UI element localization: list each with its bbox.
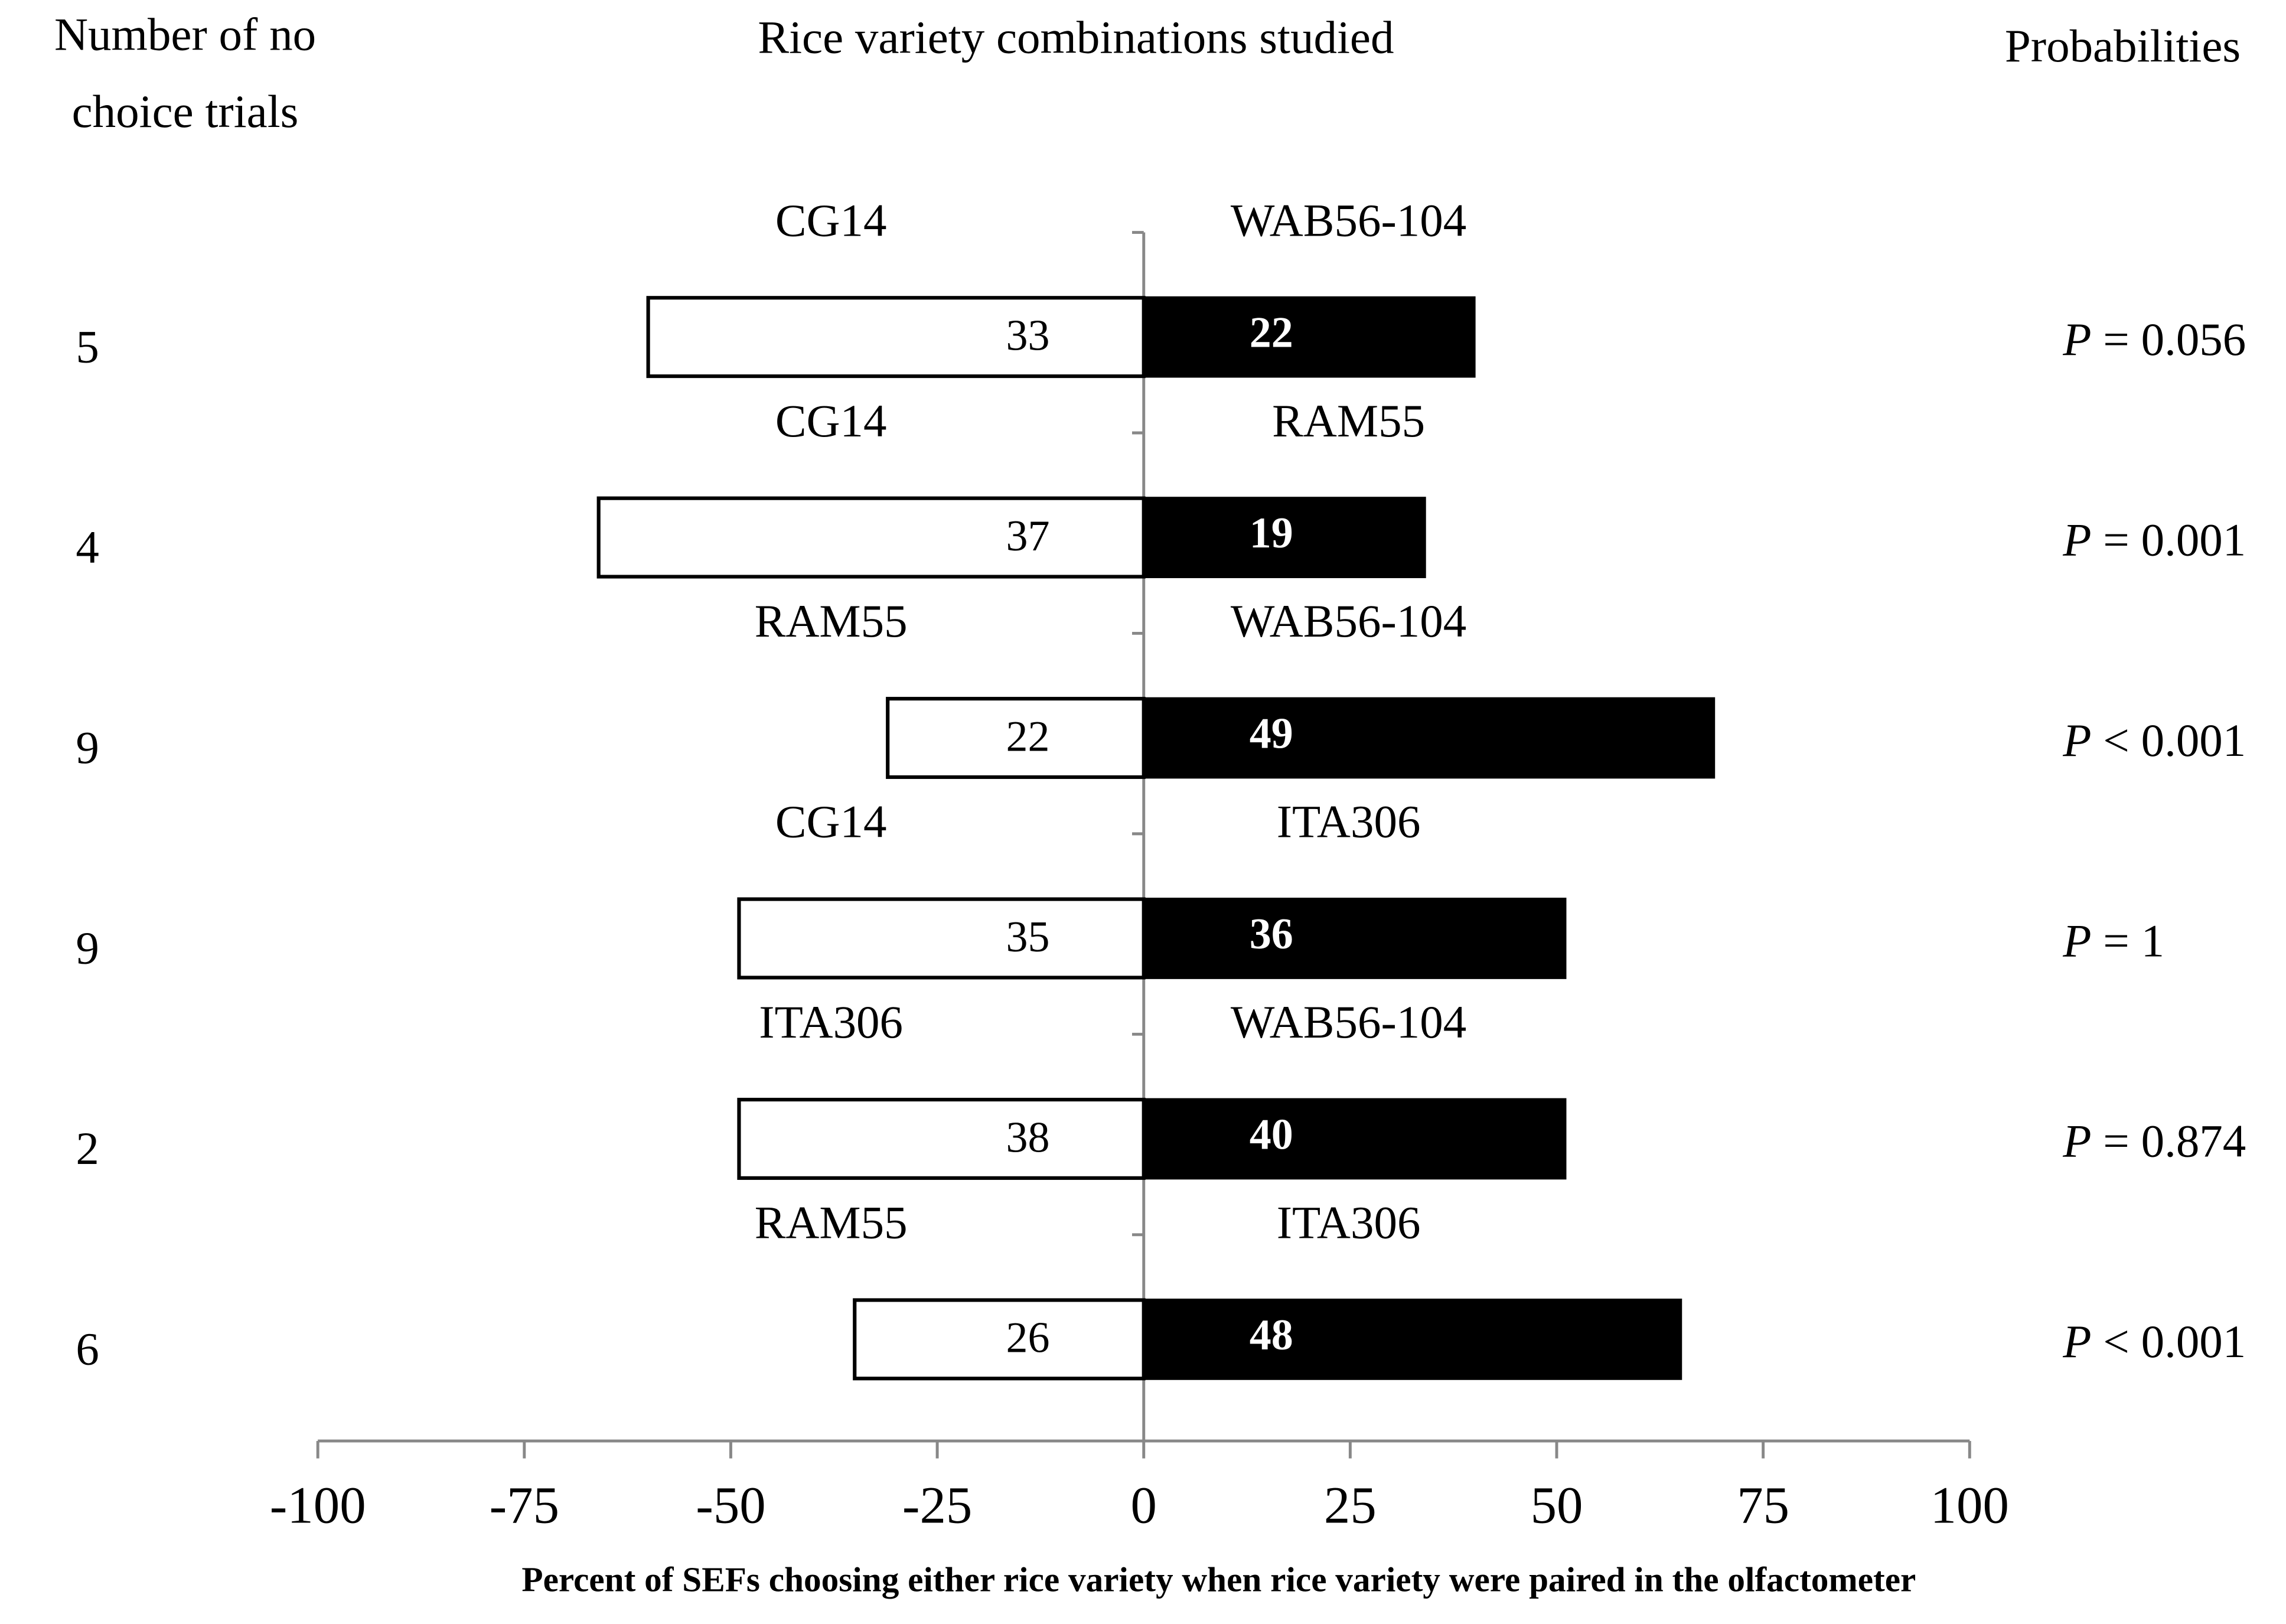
count-label: 37 <box>1006 511 1049 560</box>
x-tick-label: 0 <box>1131 1477 1157 1535</box>
variety-label: RAM55 <box>755 1198 908 1249</box>
x-tick-label: -100 <box>270 1477 366 1535</box>
p-symbol: P <box>2062 1116 2091 1168</box>
p-value: = 0.874 <box>2103 1116 2246 1168</box>
p-value: = 0.056 <box>2103 314 2246 366</box>
count-label: 48 <box>1250 1310 1293 1359</box>
p-symbol: P <box>2062 314 2091 366</box>
bar-right <box>1142 1098 1567 1180</box>
variety-label: ITA306 <box>1277 1198 1421 1249</box>
variety-label: CG14 <box>775 797 887 848</box>
left-header: choice trials <box>72 86 299 138</box>
probability: P < 0.001 <box>2062 1316 2246 1368</box>
left-header: Number of no <box>54 9 316 61</box>
x-axis-label: Percent of SEFs choosing either rice var… <box>521 1560 1916 1599</box>
bar-right <box>1142 296 1476 378</box>
variety-label: ITA306 <box>759 997 903 1048</box>
trials: 5 <box>76 321 99 373</box>
trials: 4 <box>76 522 99 573</box>
bar-right <box>1142 1299 1682 1380</box>
count-label: 26 <box>1006 1313 1049 1362</box>
count-label: 22 <box>1006 712 1049 761</box>
bar-right <box>1142 497 1426 578</box>
count-label: 36 <box>1250 909 1293 958</box>
x-tick-label: 75 <box>1737 1477 1789 1535</box>
count-label: 40 <box>1250 1110 1293 1159</box>
p-symbol: P <box>2062 1316 2091 1368</box>
count-label: 19 <box>1250 508 1293 557</box>
x-tick-label: 50 <box>1531 1477 1583 1535</box>
variety-label: CG14 <box>775 195 887 246</box>
bar-left <box>853 1298 1146 1381</box>
x-tick-label: -25 <box>902 1477 972 1535</box>
p-symbol: P <box>2062 715 2091 767</box>
probability: P = 0.874 <box>2062 1116 2246 1168</box>
variety-label: WAB56-104 <box>1231 596 1466 647</box>
p-value: < 0.001 <box>2103 1316 2246 1368</box>
variety-label: RAM55 <box>755 596 908 647</box>
probability: P = 0.056 <box>2062 314 2246 366</box>
chart-title: Rice variety combinations studied <box>758 12 1394 64</box>
bar-right <box>1142 898 1567 979</box>
bar-left <box>737 1097 1146 1180</box>
variety-label: WAB56-104 <box>1231 195 1466 246</box>
x-tick-label: 100 <box>1930 1477 2009 1535</box>
bar-left <box>596 496 1146 579</box>
probability: P < 0.001 <box>2062 715 2246 767</box>
trials: 6 <box>76 1324 99 1375</box>
p-symbol: P <box>2062 915 2091 967</box>
bar-right <box>1142 697 1716 779</box>
trials: 2 <box>76 1123 99 1175</box>
variety-label: RAM55 <box>1272 396 1425 447</box>
x-tick-label: -50 <box>696 1477 765 1535</box>
p-symbol: P <box>2062 515 2091 566</box>
probability: P = 0.001 <box>2062 515 2246 566</box>
p-value: = 0.001 <box>2103 515 2246 566</box>
bar-left <box>737 897 1146 980</box>
variety-label: WAB56-104 <box>1231 997 1466 1048</box>
variety-label: ITA306 <box>1277 797 1421 848</box>
count-label: 33 <box>1006 311 1049 360</box>
count-label: 35 <box>1006 912 1049 961</box>
right-header: Probabilities <box>2005 21 2241 72</box>
count-label: 49 <box>1250 709 1293 758</box>
p-value: < 0.001 <box>2103 715 2246 767</box>
probability: P = 1 <box>2062 915 2164 967</box>
bar-left <box>646 296 1146 379</box>
trials: 9 <box>76 722 99 774</box>
trials: 9 <box>76 923 99 974</box>
p-value: = 1 <box>2103 915 2164 967</box>
count-label: 22 <box>1250 308 1293 357</box>
x-tick-label: -75 <box>490 1477 559 1535</box>
x-tick-label: 25 <box>1324 1477 1377 1535</box>
variety-label: CG14 <box>775 396 887 447</box>
count-label: 38 <box>1006 1113 1049 1161</box>
